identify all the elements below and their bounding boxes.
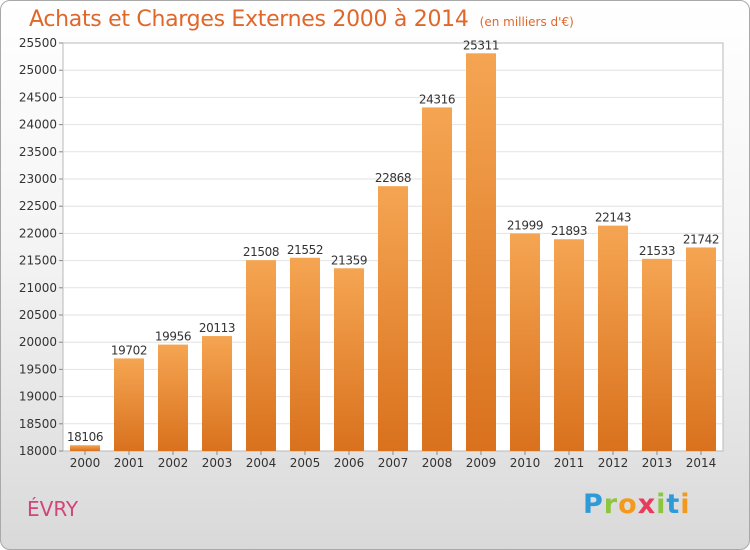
x-tick-label: 2001: [114, 456, 145, 470]
bar-value-label: 21508: [243, 245, 279, 259]
y-tick-label: 25000: [19, 63, 57, 77]
bars: 18106 19702 19956 20113 21508 21552 21359 22868…: [67, 38, 719, 452]
y-tick-label: 21500: [19, 254, 57, 268]
x-tick-label: 2014: [686, 456, 717, 470]
x-tick-label: 2000: [70, 456, 101, 470]
y-tick-label: 19000: [19, 390, 57, 404]
bar-value-label: 18106: [67, 430, 103, 444]
bar-value-label: 19956: [155, 330, 191, 344]
x-tick-label: 2006: [334, 456, 365, 470]
y-tick-label: 20500: [19, 308, 57, 322]
bar-value-label: 25311: [463, 38, 499, 52]
logo-letter: o: [618, 489, 638, 520]
bar: [202, 336, 232, 451]
bar: [158, 344, 188, 451]
bar-value-label: 22868: [375, 171, 411, 185]
x-axis-ticks: 2000 2001 2002 2003 2004 2005 2006 2007 2008 2009…: [70, 451, 717, 470]
x-tick-label: 2010: [510, 456, 541, 470]
bar-value-label: 21533: [639, 244, 675, 258]
x-tick-label: 2009: [466, 456, 497, 470]
x-tick-label: 2003: [202, 456, 233, 470]
y-tick-label: 24000: [19, 118, 57, 132]
logo-letter: r: [603, 489, 619, 520]
logo-letter: t: [666, 489, 681, 520]
bar: [598, 225, 628, 451]
x-tick-label: 2004: [246, 456, 277, 470]
y-tick-label: 21000: [19, 281, 57, 295]
bar: [378, 186, 408, 452]
bar-value-label: 21893: [551, 224, 587, 238]
proxiti-logo: Proxiti: [583, 489, 691, 520]
bar: [422, 107, 452, 451]
logo-letter: x: [637, 489, 657, 520]
y-tick-label: 18000: [19, 444, 57, 458]
y-tick-label: 22500: [19, 199, 57, 213]
bar-value-label: 20113: [199, 321, 235, 335]
bar: [466, 53, 496, 451]
bar: [290, 257, 320, 451]
x-tick-label: 2008: [422, 456, 453, 470]
bar-value-label: 21552: [287, 243, 323, 257]
y-tick-label: 23000: [19, 172, 57, 186]
bar: [510, 233, 540, 451]
bar: [70, 445, 100, 451]
x-tick-label: 2002: [158, 456, 189, 470]
bar-value-label: 19702: [111, 343, 147, 357]
y-tick-label: 25500: [19, 36, 57, 50]
y-tick-label: 20000: [19, 335, 57, 349]
chart-subtitle: (en milliers d'€): [479, 15, 574, 29]
bar-value-label: 21999: [507, 218, 543, 232]
y-tick-label: 24500: [19, 90, 57, 104]
x-tick-label: 2005: [290, 456, 321, 470]
city-name: ÉVRY: [27, 497, 79, 521]
bar-value-label: 21742: [683, 232, 719, 246]
y-tick-label: 18500: [19, 417, 57, 431]
chart-title: Achats et Charges Externes 2000 à 2014: [29, 7, 469, 32]
y-tick-label: 22000: [19, 226, 57, 240]
bar: [554, 239, 584, 451]
x-tick-label: 2013: [642, 456, 673, 470]
logo-letter: i: [680, 489, 691, 520]
logo-letter: P: [583, 489, 604, 520]
title-row: Achats et Charges Externes 2000 à 2014 (…: [29, 7, 574, 32]
y-axis-ticks: 18000 18500 19000 19500 20000 20500 21000 21500…: [19, 36, 63, 458]
bar: [642, 258, 672, 451]
bar: [686, 247, 716, 451]
bar: [334, 268, 364, 451]
bar: [114, 358, 144, 451]
bar-value-label: 22143: [595, 211, 631, 225]
x-tick-label: 2011: [554, 456, 585, 470]
logo-letter: i: [656, 489, 667, 520]
bar-value-label: 24316: [419, 92, 455, 106]
bar-value-label: 21359: [331, 253, 367, 267]
bar: [246, 260, 276, 451]
x-tick-label: 2012: [598, 456, 629, 470]
x-tick-label: 2007: [378, 456, 409, 470]
y-tick-label: 23500: [19, 145, 57, 159]
y-tick-label: 19500: [19, 362, 57, 376]
